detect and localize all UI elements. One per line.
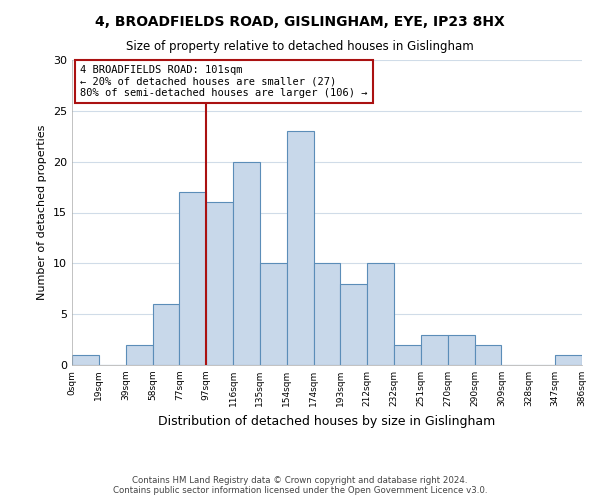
Bar xyxy=(394,344,421,365)
Bar xyxy=(555,355,582,365)
Bar xyxy=(206,202,233,365)
Text: Contains HM Land Registry data © Crown copyright and database right 2024.
Contai: Contains HM Land Registry data © Crown c… xyxy=(113,476,487,495)
Bar xyxy=(72,355,99,365)
Bar xyxy=(179,192,206,365)
Bar xyxy=(125,344,152,365)
Bar xyxy=(340,284,367,365)
Bar xyxy=(367,264,394,365)
Text: Size of property relative to detached houses in Gislingham: Size of property relative to detached ho… xyxy=(126,40,474,53)
X-axis label: Distribution of detached houses by size in Gislingham: Distribution of detached houses by size … xyxy=(158,414,496,428)
Bar xyxy=(287,131,314,365)
Bar xyxy=(260,264,287,365)
Text: 4 BROADFIELDS ROAD: 101sqm
← 20% of detached houses are smaller (27)
80% of semi: 4 BROADFIELDS ROAD: 101sqm ← 20% of deta… xyxy=(80,65,368,98)
Bar xyxy=(448,334,475,365)
Bar xyxy=(314,264,340,365)
Bar xyxy=(152,304,179,365)
Bar xyxy=(421,334,448,365)
Y-axis label: Number of detached properties: Number of detached properties xyxy=(37,125,47,300)
Text: 4, BROADFIELDS ROAD, GISLINGHAM, EYE, IP23 8HX: 4, BROADFIELDS ROAD, GISLINGHAM, EYE, IP… xyxy=(95,15,505,29)
Bar xyxy=(475,344,502,365)
Bar xyxy=(233,162,260,365)
